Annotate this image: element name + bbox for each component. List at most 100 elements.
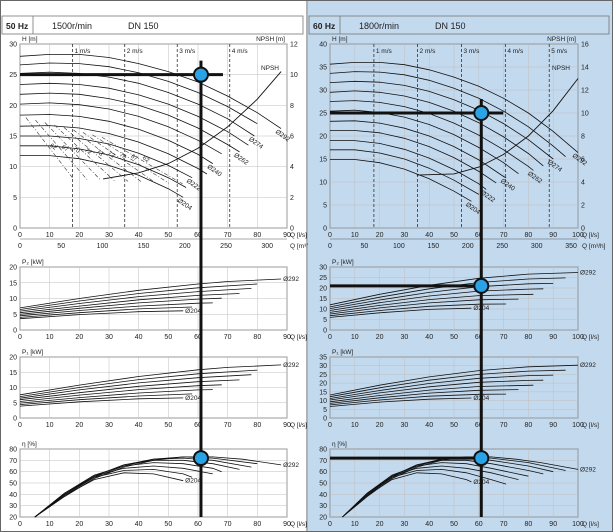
p0-p1-series-label: Ø204 — [185, 395, 201, 402]
p1-head-series-line — [329, 120, 507, 179]
p1-head-y-right-tick-label: 2 — [581, 203, 585, 210]
p1-head-series-line — [329, 100, 534, 171]
p1-p1-series-line — [329, 369, 566, 398]
p0-p1-series-line — [19, 379, 240, 401]
p1-head-y-right-tick-label: 0 — [581, 226, 585, 233]
p0-p2-series-label: Ø204 — [185, 308, 201, 315]
p0-p1-series-line — [19, 397, 184, 407]
p1-m3h-tick-label: 300 — [531, 243, 543, 250]
p1-eta-x-tick-label: 50 — [450, 521, 458, 528]
p0-head-x-tick-label: 10 — [46, 232, 54, 239]
p0-p1-x-tick-label: 60 — [194, 422, 202, 429]
p1-p1-series-line — [329, 379, 544, 401]
p0-p2-x-unit: Q [l/s] — [290, 334, 307, 341]
p0-p2-plot — [19, 266, 288, 331]
p0-head-y-tick-label: 25 — [9, 72, 17, 79]
p1-npsh-line — [416, 78, 579, 176]
p1-head-x-tick-label: 70 — [500, 232, 508, 239]
p1-p1-y-tick-label: 25 — [319, 372, 327, 379]
p1-p1-series-label: Ø292 — [580, 362, 596, 369]
p1-head-y-tick-label: 10 — [319, 180, 327, 187]
p0-m3h-tick-label: 300 — [261, 243, 273, 250]
p1-p2-x-tick-label: 60 — [475, 334, 483, 341]
p0-p1-series-line — [19, 364, 282, 396]
p0-p1-y-tick-label: 20 — [9, 355, 17, 362]
p0-p2-series-label: Ø292 — [283, 276, 299, 283]
p0-head-y-right-tick-label: 12 — [290, 42, 298, 49]
p1-m3h-tick-label: 50 — [361, 243, 369, 250]
p1-p1-x-tick-label: 60 — [475, 422, 483, 429]
p1-eta-y-tick-label: 40 — [319, 492, 327, 499]
p0-p1-series-line — [19, 374, 252, 399]
p0-head-y-right-tick-label: 10 — [290, 72, 298, 79]
p0-eta-x-tick-label: 50 — [164, 521, 172, 528]
p0-npsh-line — [103, 71, 282, 180]
p0-head-y-tick-label: 10 — [9, 164, 17, 171]
p1-p1-series-line — [329, 393, 507, 406]
p1-p1-x-tick-label: 10 — [351, 422, 359, 429]
p0-efficiency-label: 70 — [72, 146, 81, 155]
p1-eta-x-tick-label: 60 — [475, 521, 483, 528]
p0-eta-x-unit: Q [l/s] — [290, 521, 307, 528]
p0-p2-y-label: P₂ [kW] — [22, 259, 44, 266]
p1-eta-plot — [329, 448, 579, 518]
p0-head-y-tick-label: 5 — [13, 195, 17, 202]
p0-head-x-tick-label: 40 — [135, 232, 143, 239]
p0-p2-y-tick-label: 20 — [9, 265, 17, 272]
p1-head-y-tick-label: 40 — [319, 42, 327, 49]
p0-p1-x-tick-label: 50 — [164, 422, 172, 429]
p0-eta-x-tick-label: 40 — [135, 521, 143, 528]
p0-p1-series-line — [19, 389, 213, 404]
p0-head-series-line — [19, 54, 282, 129]
p1-header-box — [308, 15, 610, 35]
p1-head-y-right-tick-label: 4 — [581, 180, 585, 187]
p0-head-series-line — [19, 62, 258, 125]
p0-head-series-line — [19, 114, 214, 164]
p0-eta-x-tick-label: 90 — [283, 521, 291, 528]
p1-eta-series-line — [342, 468, 507, 518]
p1-head-y-right-tick-label: 6 — [581, 157, 585, 164]
p0-p1-y-tick-label: 15 — [9, 370, 17, 377]
p1-p1-x-tick-label: 80 — [525, 422, 533, 429]
p0-p2-series-line — [19, 306, 193, 318]
p1-npsh-label: NPSH — [552, 65, 570, 72]
p1-eta-x-tick-label: 10 — [351, 521, 359, 528]
p1-p2-series-label: Ø292 — [580, 269, 596, 276]
p1-eta-y-tick-label: 30 — [319, 503, 327, 510]
p0-head-plot — [19, 43, 288, 229]
p1-eta-x-tick-label: 70 — [500, 521, 508, 528]
p0-head-series-line — [20, 145, 187, 188]
p1-operating-point-p2 — [473, 277, 490, 294]
p0-eta-x-tick-label: 60 — [194, 521, 202, 528]
p0-eta-series-line — [34, 472, 184, 518]
p1-panel-background — [308, 1, 612, 531]
p1-p2-x-tick-label: 70 — [500, 334, 508, 341]
p0-head-x-tick-label: 90 — [283, 232, 291, 239]
p1-head-series-line — [329, 80, 554, 160]
p0-p1-x-tick-label: 20 — [75, 422, 83, 429]
p0-p1-series-line — [19, 384, 222, 402]
p0-velocity-label: 1 m/s — [75, 48, 92, 55]
p1-p2-plot — [329, 266, 579, 331]
p1-p2-y-tick-label: 15 — [319, 296, 327, 303]
p1-p2-series-line — [329, 303, 507, 317]
p1-header-dn: DN 150 — [435, 21, 466, 31]
p0-efficiency-label: 72 — [106, 151, 115, 160]
p0-operating-point-head — [192, 66, 209, 83]
p0-p2-x-tick-label: 10 — [46, 334, 54, 341]
p0-efficiency-label: 62 — [141, 155, 150, 164]
p1-p2-x-tick-label: 100 — [572, 334, 584, 341]
p0-p2-series-line — [19, 293, 240, 314]
p0-p2-y-tick-label: 5 — [13, 312, 17, 319]
p1-head-y-label: H [m] — [332, 36, 348, 43]
p1-eta-x-tick-label: 20 — [376, 521, 384, 528]
p1-head-y-tick-label: 25 — [319, 111, 327, 118]
p0-p2-series-line — [19, 310, 184, 320]
p1-m3h-tick-label: 150 — [427, 243, 439, 250]
p0-p1-x-tick-label: 80 — [253, 422, 261, 429]
p1-p2-series-line — [329, 283, 554, 309]
p0-p2-x-tick-label: 40 — [135, 334, 143, 341]
p0-head-y-right-tick-label: 4 — [290, 164, 294, 171]
p1-head-y-tick-label: 35 — [319, 65, 327, 72]
p1-p2-series-line — [329, 307, 472, 318]
